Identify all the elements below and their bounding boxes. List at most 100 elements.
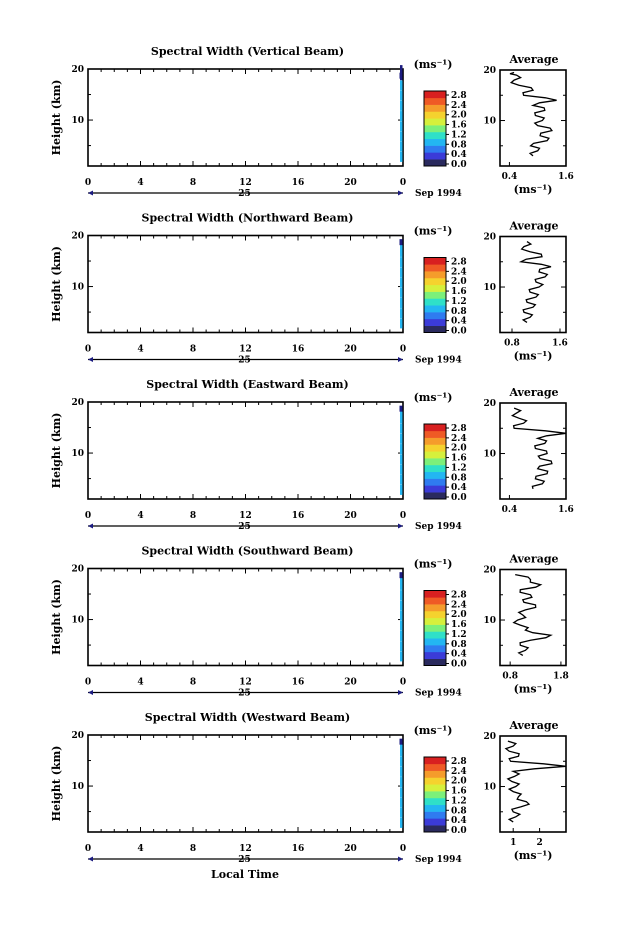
- data-cell: [400, 590, 403, 601]
- data-cell: [400, 308, 403, 319]
- y-axis-label: Height (km): [50, 746, 63, 822]
- x-tick-label: 16: [292, 345, 305, 355]
- colorbar-segment: [424, 597, 446, 605]
- plot-frame: [87, 734, 404, 833]
- data-cell: [400, 100, 403, 111]
- average-x-label: (ms⁻¹): [514, 683, 553, 696]
- data-cell: [400, 651, 403, 662]
- day-arrow-right: [398, 357, 403, 362]
- colorbar-frame: [423, 90, 447, 167]
- average-y-tick-label: 10: [483, 450, 496, 460]
- x-tick-label: 20: [344, 511, 357, 521]
- colorbar-segment: [424, 437, 446, 445]
- colorbar-segment: [424, 125, 446, 133]
- data-cell: [400, 756, 403, 767]
- day-arrow-left: [88, 856, 93, 862]
- colorbar-segment: [424, 770, 446, 778]
- colorbar-segment: [424, 291, 446, 299]
- average-profile-line: [510, 407, 567, 490]
- day-label: 25: [238, 356, 251, 366]
- colorbar-tick-label: 2.8: [451, 91, 467, 101]
- average-y-tick-label: 10: [483, 616, 496, 626]
- y-tick-label: 20: [71, 65, 84, 75]
- data-cell: [400, 777, 403, 788]
- average-x-tick-label: 1.6: [558, 505, 574, 515]
- average-frame: [499, 69, 567, 167]
- x-tick-label: 4: [137, 511, 143, 521]
- x-tick-label: 16: [292, 511, 305, 521]
- x-tick-label: 0: [85, 678, 91, 688]
- x-tick-label: 0: [400, 844, 406, 854]
- x-tick-label: 0: [85, 345, 91, 355]
- average-x-tick-label: 0.4: [502, 172, 518, 182]
- day-label: 25: [238, 689, 251, 699]
- colorbar-segment: [424, 757, 446, 765]
- y-axis-label: Height (km): [50, 579, 63, 655]
- x-tick-label: 12: [239, 844, 252, 854]
- colorbar-tick-label: 2.8: [451, 591, 467, 601]
- data-cell: [400, 408, 403, 419]
- average-profile-line: [518, 241, 552, 323]
- date-label: Sep 1994: [415, 689, 462, 699]
- data-cell: [399, 72, 403, 79]
- average-x-tick-label: 0.8: [504, 339, 520, 349]
- colorbar-tick-label: 2.4: [451, 267, 467, 277]
- x-tick-label: 20: [344, 345, 357, 355]
- data-cell: [400, 277, 403, 288]
- colorbar-segment: [424, 818, 446, 826]
- colorbar-tick-label: 1.2: [451, 630, 467, 640]
- colorbar-segment: [424, 651, 446, 659]
- average-frame: [499, 735, 567, 833]
- colorbar-segment: [424, 797, 446, 806]
- colorbar-tick-label: 0.8: [451, 806, 467, 816]
- colorbar-segment: [424, 430, 446, 438]
- plot-frame: [87, 68, 404, 167]
- average-x-tick-label: 0.8: [502, 672, 518, 682]
- data-cell: [400, 741, 403, 752]
- average-title: Average: [508, 220, 558, 233]
- colorbar-frame: [423, 756, 447, 833]
- data-cell: [400, 246, 403, 257]
- colorbar-segment: [424, 485, 446, 493]
- colorbar-segment: [424, 624, 446, 632]
- colorbar-tick-label: 2.0: [451, 277, 467, 287]
- average-title: Average: [508, 53, 558, 66]
- colorbar-tick-label: 1.2: [451, 463, 467, 473]
- data-cell: [400, 413, 403, 424]
- x-tick-label: 8: [190, 844, 196, 854]
- day-arrow-left: [88, 190, 93, 196]
- colorbar-segment: [424, 118, 446, 126]
- average-y-tick-label: 20: [483, 233, 496, 243]
- y-tick-label: 20: [71, 731, 84, 741]
- average-x-tick-label: 0.4: [502, 505, 518, 515]
- x-tick-label: 20: [344, 178, 357, 188]
- data-cell: [400, 787, 403, 798]
- y-tick-label: 20: [71, 398, 84, 408]
- x-axis-label: Local Time: [211, 868, 279, 881]
- average-x-tick-label: 1.6: [552, 339, 568, 349]
- data-cell: [400, 484, 403, 495]
- colorbar-tick-label: 2.0: [451, 610, 467, 620]
- date-label: Sep 1994: [415, 522, 462, 532]
- average-x-tick-label: 1.8: [553, 672, 569, 682]
- panel-title: Spectral Width (Southward Beam): [141, 545, 353, 558]
- day-arrow-left: [88, 690, 93, 695]
- data-cell: [400, 90, 403, 101]
- colorbar-segment: [424, 298, 446, 306]
- day-label: 25: [238, 855, 251, 865]
- data-cell: [400, 267, 403, 278]
- x-tick-label: 20: [344, 678, 357, 688]
- colorbar-segment: [424, 492, 446, 500]
- average-y-tick-label: 20: [483, 399, 496, 409]
- colorbar-segment: [424, 305, 446, 313]
- data-cell: [400, 641, 403, 652]
- data-cell: [400, 600, 403, 611]
- data-cell: [400, 287, 403, 298]
- x-tick-label: 12: [239, 178, 252, 188]
- colorbar-label: (ms⁻¹): [414, 391, 453, 404]
- colorbar-segment: [424, 264, 446, 272]
- colorbar-tick-label: 2.8: [451, 258, 467, 268]
- colorbar-segment: [424, 631, 446, 639]
- data-cell: [400, 121, 403, 132]
- average-x-label: (ms⁻¹): [514, 849, 553, 862]
